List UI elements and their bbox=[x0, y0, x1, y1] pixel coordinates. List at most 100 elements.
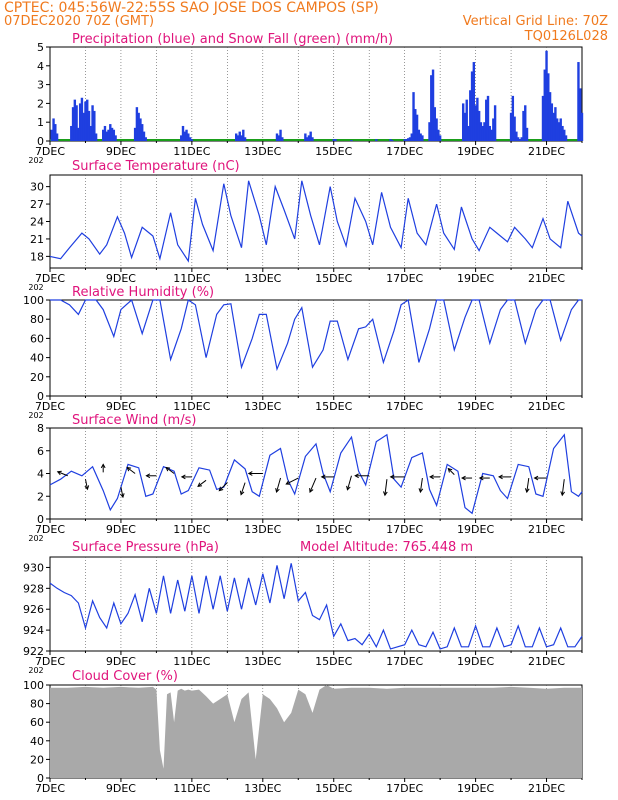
precip-bar bbox=[77, 127, 80, 141]
precip-bar bbox=[557, 122, 561, 141]
panel-3-line bbox=[49, 433, 583, 515]
precip-bar bbox=[73, 99, 77, 141]
header-grid-line: Vertical Grid Line: 70Z bbox=[462, 14, 608, 29]
precip-bar bbox=[109, 124, 112, 141]
precip-bar bbox=[479, 122, 483, 141]
panel-0-frame bbox=[49, 46, 583, 142]
precip-bar bbox=[577, 62, 580, 141]
precip-bar bbox=[187, 133, 190, 141]
precip-bar bbox=[375, 139, 378, 141]
panel-2-ytick-label: 60 bbox=[30, 332, 44, 345]
panel-5-ytick-label: 40 bbox=[30, 735, 44, 748]
precip-bar bbox=[469, 90, 472, 141]
panel-2-year-fragment: 202 bbox=[28, 411, 43, 420]
precip-bar bbox=[561, 125, 564, 141]
header-station: CPTEC: 045:56W-22:55S SAO JOSE DOS CAMPO… bbox=[4, 0, 379, 16]
panel-3-ytick-label: 0 bbox=[37, 513, 44, 526]
panel-1-xtick-label: 11DEC bbox=[173, 272, 210, 285]
precip-bar bbox=[481, 125, 484, 141]
precip-bar bbox=[474, 105, 477, 141]
wind-arrow-head bbox=[309, 488, 314, 494]
precip-bar bbox=[548, 92, 552, 141]
panel-0-xtick-label: 11DEC bbox=[173, 145, 210, 158]
panel-2-title: Relative Humidity (%) bbox=[72, 285, 214, 300]
precip-bar bbox=[525, 127, 529, 141]
precip-bar bbox=[55, 133, 59, 141]
precip-bar bbox=[307, 135, 311, 141]
wind-arrow bbox=[309, 477, 317, 493]
wind-arrow bbox=[84, 479, 88, 490]
panel-3-title: Surface Wind (m/s) bbox=[72, 413, 196, 428]
panel-3-xtick-label: 7DEC bbox=[35, 523, 65, 536]
panel-4-ytick-label: 930 bbox=[23, 561, 44, 574]
wind-arrow-head bbox=[218, 486, 224, 492]
precip-bar bbox=[555, 118, 559, 141]
panel-3-xtick-label: 21DEC bbox=[528, 523, 565, 536]
panel-3-ytick-label: 6 bbox=[37, 445, 44, 458]
precip-bar bbox=[332, 139, 335, 141]
precip-bar bbox=[71, 107, 75, 141]
wind-arrow bbox=[346, 475, 352, 490]
panel-2-xtick-label: 9DEC bbox=[106, 400, 136, 413]
wind-arrow bbox=[165, 467, 175, 474]
wind-arrow-head bbox=[533, 475, 539, 481]
precip-bar bbox=[520, 137, 523, 141]
panel-3-xtick-label: 15DEC bbox=[315, 523, 352, 536]
wind-arrow-head bbox=[247, 471, 253, 476]
panel-1-xtick-label: 7DEC bbox=[35, 272, 65, 285]
precip-bar bbox=[550, 103, 554, 141]
panel-2-xtick-label: 21DEC bbox=[528, 400, 565, 413]
header-model-id: TQ0126L028 bbox=[524, 29, 608, 44]
wind-arrow-head bbox=[239, 490, 245, 496]
precip-bar bbox=[410, 133, 413, 141]
wind-arrow bbox=[526, 477, 530, 493]
panel-5-xtick-label: 15DEC bbox=[315, 782, 352, 795]
precip-bar bbox=[93, 110, 96, 141]
panel-3-xtick-label: 19DEC bbox=[457, 523, 494, 536]
precip-bar bbox=[52, 118, 55, 141]
precip-bar bbox=[552, 112, 555, 141]
panel-2-ytick-label: 40 bbox=[30, 352, 44, 365]
precip-bar bbox=[102, 129, 105, 141]
precip-bar bbox=[236, 135, 240, 141]
precip-bar bbox=[580, 112, 584, 141]
panel-3-xtick-label: 17DEC bbox=[386, 523, 423, 536]
wind-arrow-head bbox=[498, 474, 503, 480]
header-date: 07DEC2020 70Z (GMT) bbox=[4, 14, 155, 29]
panel-1-xtick-label: 15DEC bbox=[315, 272, 352, 285]
wind-arrow bbox=[561, 479, 565, 496]
precip-bar bbox=[405, 139, 408, 141]
wind-arrow bbox=[57, 471, 68, 477]
precip-bar bbox=[188, 137, 192, 141]
panel-1-xtick-label: 9DEC bbox=[106, 272, 136, 285]
panel-5-xtick-label: 9DEC bbox=[106, 782, 136, 795]
wind-arrow-head bbox=[354, 473, 359, 479]
wind-arrow-head bbox=[389, 474, 395, 480]
precip-bar bbox=[403, 139, 406, 141]
precip-bar bbox=[518, 139, 522, 141]
panel-2-ytick-label: 100 bbox=[23, 294, 44, 307]
precip-bar bbox=[107, 129, 110, 141]
precip-bar bbox=[334, 139, 337, 141]
panel-1-ytick-label: 18 bbox=[30, 250, 44, 263]
panel-1-xtick-label: 17DEC bbox=[386, 272, 423, 285]
precip-bar bbox=[86, 99, 89, 141]
wind-arrow-head bbox=[180, 474, 186, 480]
panel-1-xtick-label: 21DEC bbox=[528, 272, 565, 285]
wind-arrow bbox=[218, 482, 228, 491]
precip-bar bbox=[142, 131, 146, 141]
precip-bar bbox=[483, 122, 486, 141]
wind-arrow-head bbox=[165, 466, 171, 472]
panel-1-frame bbox=[49, 174, 583, 269]
wind-arrow bbox=[276, 477, 282, 493]
precip-bar bbox=[389, 139, 392, 141]
panel-5-ytick-label: 0 bbox=[37, 772, 44, 785]
panel-4-xtick-label: 7DEC bbox=[35, 655, 65, 668]
wind-arrow bbox=[126, 467, 136, 474]
precip-bar bbox=[511, 95, 515, 141]
precip-bar bbox=[430, 75, 433, 141]
panel-0-xtick-label: 13DEC bbox=[244, 145, 281, 158]
wind-arrow-head bbox=[145, 473, 151, 479]
precip-bar bbox=[554, 107, 557, 141]
wind-arrow-head bbox=[383, 491, 388, 497]
